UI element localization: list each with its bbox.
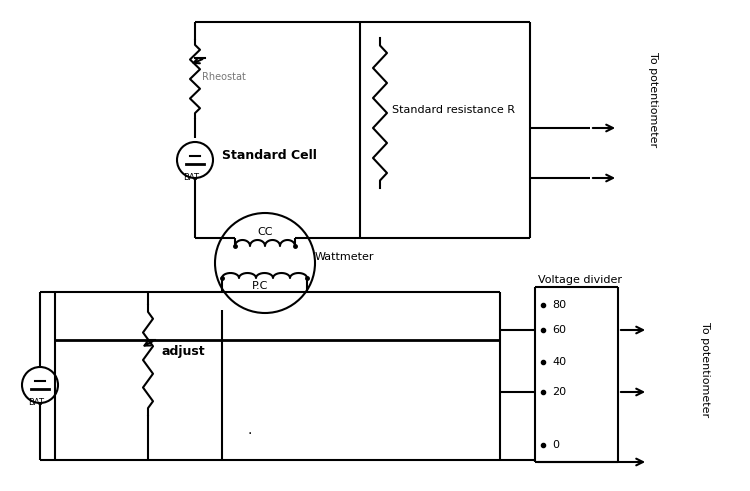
Text: P.C: P.C: [252, 281, 268, 291]
Text: To potentiometer: To potentiometer: [648, 53, 658, 148]
Text: .: .: [248, 423, 252, 437]
Text: 40: 40: [552, 357, 566, 367]
Text: 80: 80: [552, 300, 566, 310]
Text: Voltage divider: Voltage divider: [538, 275, 622, 285]
Text: To potentiometer: To potentiometer: [700, 323, 710, 417]
Text: BAT: BAT: [28, 398, 44, 407]
Text: 60: 60: [552, 325, 566, 335]
Text: adjust: adjust: [162, 346, 206, 358]
Text: Standard resistance R: Standard resistance R: [392, 105, 515, 115]
Text: Wattmeter: Wattmeter: [315, 252, 374, 262]
Text: Rheostat: Rheostat: [202, 72, 246, 82]
Text: 20: 20: [552, 387, 566, 397]
Text: CC: CC: [257, 227, 273, 237]
Text: Standard Cell: Standard Cell: [222, 148, 316, 162]
Text: 0: 0: [552, 440, 559, 450]
Text: BAT: BAT: [183, 173, 199, 182]
